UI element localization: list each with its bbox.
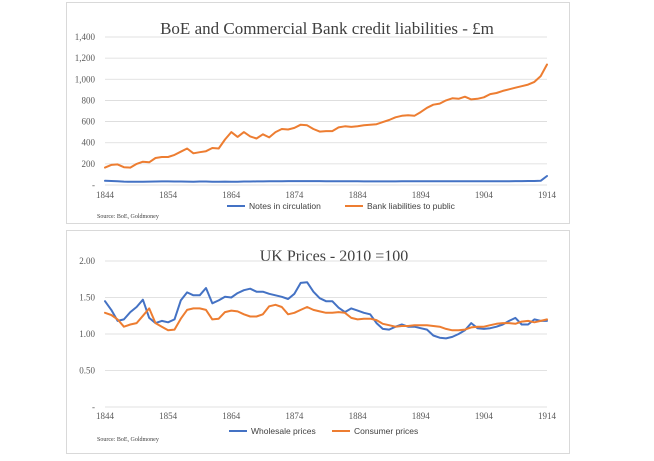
series-line-notes-in-circulation [104,175,548,183]
y-tick-label: - [92,402,95,412]
x-tick-label: 1864 [222,190,241,200]
x-tick-label: 1884 [349,190,368,200]
y-tick-label: 1,200 [75,53,96,63]
legend-label-wholesale-prices: Wholesale prices [251,426,316,436]
y-tick-label: 600 [82,117,96,127]
x-tick-label: 1894 [412,190,431,200]
source-note: Source: BoE, Goldmoney [97,214,159,220]
y-axis-ticks: - 200 400 600 800 1,000 1,200 1,400 [75,32,96,190]
y-axis-ticks: - 0.50 1.00 1.50 2.00 [79,256,95,412]
y-tick-label: 400 [82,138,96,148]
x-tick-label: 1844 [96,411,115,421]
chart-title: BoE and Commercial Bank credit liabiliti… [160,19,494,38]
x-tick-label: 1884 [349,411,368,421]
gridlines [105,36,547,186]
x-tick-label: 1854 [159,190,178,200]
chart-panel-uk-prices: UK Prices - 2010 =100 -0.50 1.00 1.50 2.00 … [66,230,570,454]
x-tick-label: 1854 [159,411,178,421]
y-tick-label: 1,000 [75,74,96,84]
uk-prices-chart: UK Prices - 2010 =100 -0.501.001.502.00 … [79,248,557,443]
x-tick-label: 1904 [475,190,494,200]
series-line-bank-liabilities-to-public [104,63,548,169]
series-line-wholesale-prices [104,281,548,340]
gridlines [105,260,547,408]
legend: Notes in circulation Bank liabilities to … [227,201,456,211]
legend-label-bank-liabilities-to-public: Bank liabilities to public [367,201,456,211]
y-tick-label: 1,400 [75,32,96,42]
y-tick-label: 2.00 [79,256,95,266]
legend-label-consumer-prices: Consumer prices [354,426,418,436]
x-tick-label: 1844 [96,190,115,200]
x-axis-ticks: 1844 1854 1864 1874 1884 1894 1904 1914 [96,411,557,421]
series-lines [104,63,548,183]
y-tick-label: 0.50 [79,366,95,376]
chart-panel-credit-liabilities: BoE and Commercial Bank credit liabiliti… [66,2,570,224]
y-tick-label: - [92,180,95,190]
y-tick-label: 1.50 [79,293,95,303]
x-axis-ticks: 1844 1854 1864 1874 1884 1894 1904 1914 [96,190,557,200]
legend: Wholesale prices Consumer prices [229,426,418,436]
x-tick-label: 1874 [285,411,304,421]
x-tick-label: 1894 [412,411,431,421]
series-lines [104,281,548,340]
y-tick-label: 1.00 [79,329,95,339]
source-note: Source: BoE, Goldmoney [97,437,159,443]
series-line-consumer-prices [104,303,548,332]
x-tick-label: 1874 [285,190,304,200]
chart-title: UK Prices - 2010 =100 [260,248,409,265]
y-tick-label: 800 [82,95,96,105]
legend-label-notes-in-circulation: Notes in circulation [249,201,321,211]
x-tick-label: 1864 [222,411,241,421]
x-tick-label: 1914 [538,411,557,421]
y-tick-label: 200 [82,159,96,169]
x-tick-label: 1904 [475,411,494,421]
x-tick-label: 1914 [538,190,557,200]
credit-liabilities-chart: BoE and Commercial Bank credit liabiliti… [75,19,557,220]
